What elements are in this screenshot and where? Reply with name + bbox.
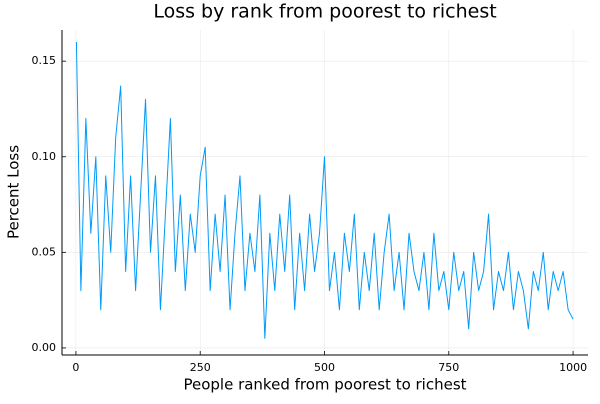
line-series — [75, 42, 574, 339]
x-tick-label: 750 — [438, 361, 459, 374]
x-tick-label: 250 — [190, 361, 211, 374]
y-tick-label: 0.15 — [32, 54, 57, 67]
y-tick-label: 0.10 — [32, 150, 57, 163]
chart-title: Loss by rank from poorest to richest — [153, 1, 496, 23]
y-tick-label: 0.00 — [32, 341, 57, 354]
x-tick-label: 0 — [72, 361, 79, 374]
y-tick-label: 0.05 — [32, 245, 57, 258]
y-axis-label: Percent Loss — [5, 145, 23, 239]
x-tick-label: 500 — [314, 361, 335, 374]
x-tick-label: 1000 — [559, 361, 587, 374]
x-axis-label: People ranked from poorest to richest — [183, 376, 466, 394]
